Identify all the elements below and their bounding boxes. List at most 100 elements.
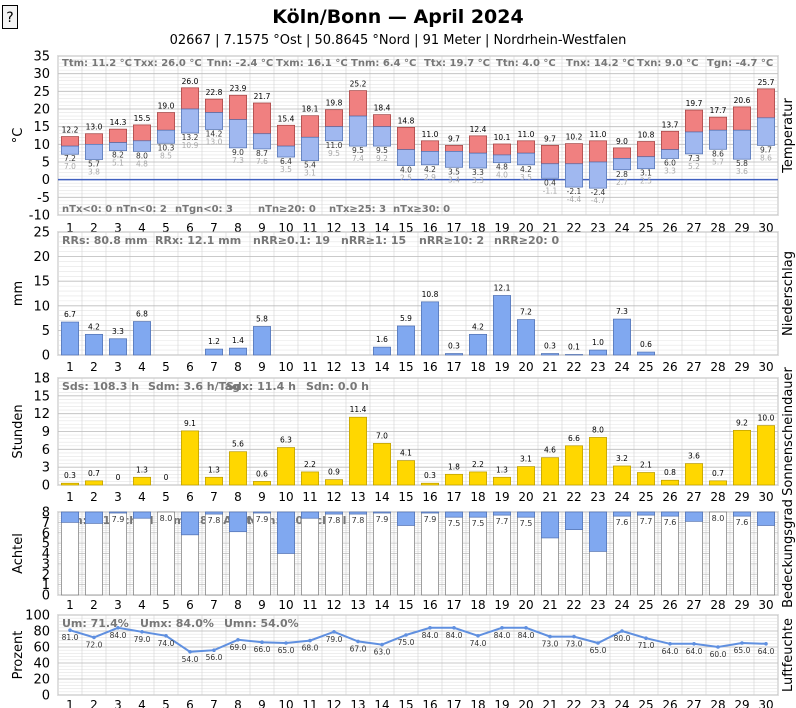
stat-label: Sds: 108.3 h (62, 380, 139, 393)
tmin-label: 4.8 (496, 163, 508, 172)
x-tick-label: 29 (734, 698, 749, 708)
sunshine-bar (757, 425, 775, 486)
x-tick-label: 22 (566, 360, 581, 374)
stat-label: Sdm: 3.6 h/Tag (148, 380, 240, 393)
stat-label: Sdn: 0.0 h (306, 380, 369, 393)
panel-side-label: Sonnenscheindauer (781, 366, 796, 495)
sunshine-value-label: 8.0 (592, 425, 604, 434)
sunshine-bar (517, 466, 535, 486)
humidity-value-label: 65.0 (278, 646, 295, 655)
cloud-value-label: 6.3 (568, 532, 581, 541)
x-tick-label: 4 (138, 598, 146, 612)
tmax-bar (541, 145, 559, 165)
humidity-value-label: 69.0 (230, 643, 247, 652)
stat-label: Um: 71.4% (62, 617, 129, 630)
tground-label: -1.1 (543, 186, 558, 195)
x-tick-label: 19 (494, 490, 509, 504)
cloud-value-label: 7.8 (352, 516, 365, 525)
x-tick-label: 27 (686, 490, 701, 504)
sunshine-bar (277, 447, 295, 486)
precipitation-value-label: 1.0 (592, 338, 604, 347)
x-tick-label: 19 (494, 360, 509, 374)
precipitation-bar (445, 353, 463, 356)
humidity-point (764, 642, 768, 646)
stat-label: Sdx: 11.4 h (226, 380, 296, 393)
x-tick-label: 4 (138, 360, 146, 374)
precipitation-bar (517, 319, 535, 356)
tmin-label: 5.8 (736, 159, 748, 168)
humidity-point (140, 630, 144, 634)
count-label: nTn≥20: 0 (258, 204, 316, 215)
tmax-bar (421, 140, 439, 152)
x-tick-label: 24 (614, 490, 629, 504)
tmax-label: 11.0 (590, 130, 607, 139)
tground-label: 7.3 (232, 156, 244, 165)
tground-label: 9.2 (376, 154, 388, 163)
cloud-deficit-bar (493, 511, 511, 516)
x-tick-label: 21 (542, 490, 557, 504)
sunshine-value-label: 1.3 (208, 465, 220, 474)
x-tick-label: 15 (398, 490, 413, 504)
cloud-deficit-bar (277, 511, 295, 554)
humidity-point (404, 633, 408, 637)
tground-label: 5.2 (688, 162, 700, 171)
x-tick-label: 8 (234, 598, 242, 612)
tmax-label: 19.7 (686, 99, 703, 108)
tmax-bar (229, 94, 247, 120)
x-tick-label: 28 (710, 598, 725, 612)
cloud-value-label: 7.4 (304, 520, 317, 529)
cloud-value-label: 7.9 (112, 515, 125, 524)
sunshine-bar (61, 482, 79, 486)
humidity-value-label: 64.0 (686, 647, 703, 656)
sunshine-value-label: 7.0 (376, 431, 388, 440)
cloud-deficit-bar (253, 511, 271, 514)
tmin-label: 6.0 (664, 158, 676, 167)
tground-label: 3.8 (88, 168, 100, 177)
x-tick-label: 16 (422, 598, 437, 612)
tmin-label: 8.6 (712, 149, 724, 158)
y-tick-label: 20 (33, 103, 50, 118)
tmax-bar (637, 141, 655, 158)
tmax-bar (469, 135, 487, 154)
tmax-bar (205, 98, 223, 113)
cloud-value-label: 7.5 (520, 519, 533, 528)
x-tick-label: 3 (114, 360, 122, 374)
x-tick-label: 6 (186, 221, 194, 235)
x-tick-label: 12 (326, 490, 341, 504)
humidity-point (380, 642, 384, 647)
x-tick-label: 12 (326, 598, 341, 612)
y-tick-label: -5 (37, 191, 50, 206)
humidity-point (548, 634, 552, 639)
x-tick-label: 26 (662, 490, 677, 504)
tmax-bar (565, 143, 583, 165)
help-button[interactable]: ? (2, 5, 18, 29)
sunshine-bar (709, 480, 727, 486)
sunshine-value-label: 0 (164, 473, 169, 482)
tmax-bar (517, 140, 535, 154)
tmin-label: 3.1 (640, 169, 652, 178)
tmin-label: 3.3 (472, 168, 484, 177)
sunshine-value-label: 2.2 (472, 460, 484, 469)
humidity-value-label: 81.0 (62, 633, 79, 642)
humidity-value-label: 73.0 (542, 640, 559, 649)
humidity-value-label: 67.0 (350, 644, 367, 653)
x-tick-label: 1 (66, 221, 74, 235)
x-tick-label: 22 (566, 598, 581, 612)
sunshine-bar (613, 465, 631, 486)
x-tick-label: 27 (686, 698, 701, 708)
x-tick-label: 29 (734, 598, 749, 612)
sunshine-bar (565, 445, 583, 486)
tmin-label: 4.0 (400, 166, 412, 175)
tmin-label: 11.0 (326, 141, 343, 150)
tground-label: 7.4 (352, 154, 364, 163)
precipitation-bar (373, 346, 391, 356)
x-tick-label: 18 (470, 360, 485, 374)
sunshine-bar (397, 460, 415, 486)
cloud-bar (253, 511, 271, 596)
cloud-deficit-bar (541, 511, 559, 539)
tmax-bar (661, 130, 679, 150)
x-tick-label: 7 (210, 698, 218, 708)
sunshine-bar (445, 473, 463, 486)
x-tick-label: 1 (66, 490, 74, 504)
